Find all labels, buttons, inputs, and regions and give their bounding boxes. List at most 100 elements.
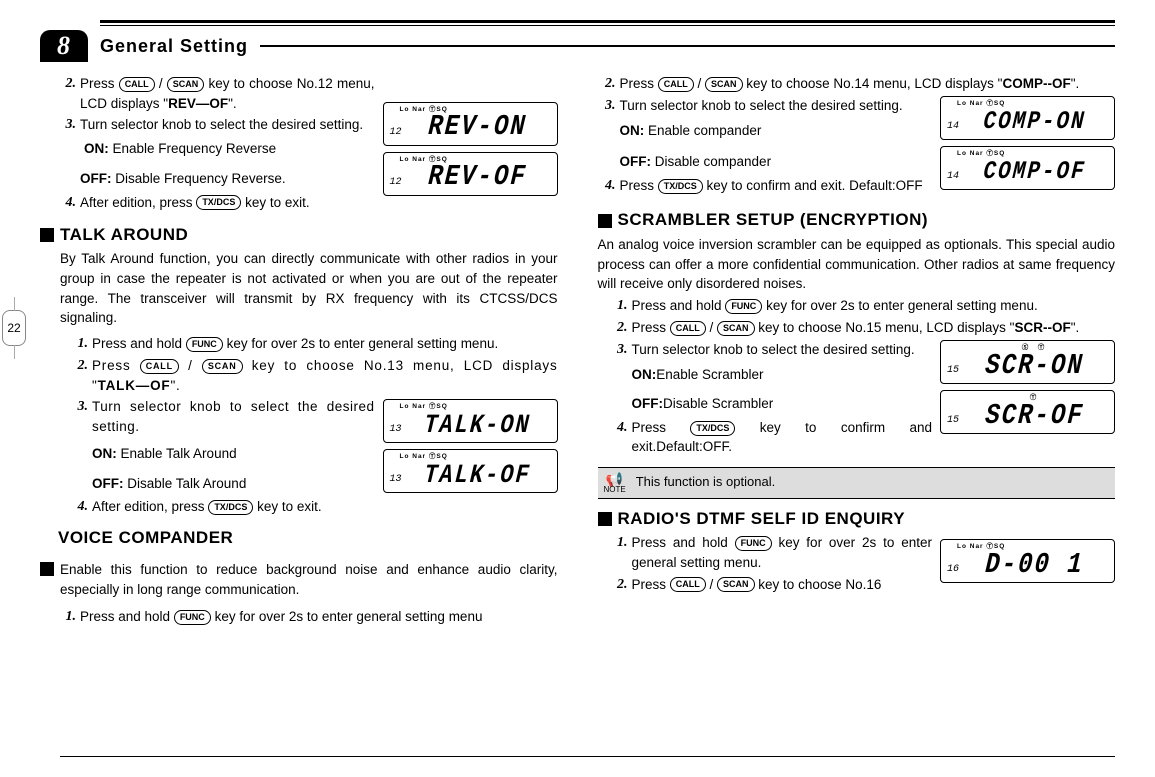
step-text: Press and hold FUNC key for over 2s to e… (92, 334, 558, 354)
txdcs-key: TX/DCS (658, 179, 703, 194)
step-text: After edition, press TX/DCS key to exit. (80, 193, 375, 213)
lcd-menu-num: 14 (945, 170, 959, 189)
txdcs-key: TX/DCS (208, 500, 253, 515)
scrambler-heading: SCRAMBLER SETUP (ENCRYPTION) (598, 208, 1116, 233)
right-column: 2. Press CALL / SCAN key to choose No.14… (598, 72, 1116, 630)
step-number: 4. (70, 497, 92, 517)
voice-desc-row: Enable this function to reduce backgroun… (40, 560, 558, 599)
step-text: Press and hold FUNC key for over 2s to e… (80, 607, 558, 627)
lcd-menu-num: 14 (945, 120, 959, 139)
lcd-comp-on: Lo Nar ⓉSQ 14 COMP-ON (940, 96, 1115, 140)
scan-key: SCAN (705, 77, 743, 92)
step-number: 2. (70, 356, 92, 395)
bottom-rule (60, 756, 1115, 757)
lcd-menu-num: 13 (388, 473, 402, 492)
txdcs-key: TX/DCS (196, 195, 241, 210)
step-number: 3. (70, 397, 92, 436)
lcd-scr-off: Ⓣ 15 SCR-OF (940, 390, 1115, 434)
step-number: 1. (610, 533, 632, 572)
step-number: 3. (610, 340, 632, 360)
lcd-rev-off: Lo Nar ⓉSQ 12 REV-OF (383, 152, 558, 196)
lcd-menu-num: 13 (388, 423, 402, 442)
lcd-dtmf: Lo Nar ⓉSQ 16 D-00 1 (940, 539, 1115, 583)
lcd-talk-off: Lo Nar ⓉSQ 13 TALK-OF (383, 449, 558, 493)
step-number: 1. (70, 334, 92, 354)
step-text: Turn selector knob to select the desired… (632, 340, 933, 360)
header-line (260, 45, 1115, 47)
step-text: Turn selector knob to select the desired… (620, 96, 933, 116)
lcd-text: REV-OF (400, 162, 553, 196)
lcd-text: TALK-ON (400, 409, 553, 443)
step-number: 3. (58, 115, 80, 135)
left-column: Lo Nar ⓉSQ 12 REV-ON Lo Nar ⓉSQ 12 REV-O… (40, 72, 558, 630)
scr-lcd-stack: Ⓢ Ⓣ 15 SCR-ON Ⓣ 15 SCR-OF (940, 340, 1115, 440)
func-key: FUNC (725, 299, 762, 314)
talk-lcd-stack: Lo Nar ⓉSQ 13 TALK-ON Lo Nar ⓉSQ 13 TALK… (383, 399, 558, 499)
section-title: RADIO'S DTMF SELF ID ENQUIRY (618, 507, 906, 532)
step-text: Press CALL / SCAN key to choose No.13 me… (92, 356, 558, 395)
lcd-text: SCR-ON (958, 350, 1111, 384)
lcd-menu-num: 15 (945, 364, 959, 383)
talk-around-desc: By Talk Around function, you can directl… (60, 249, 558, 327)
dtmf-block: Lo Nar ⓉSQ 16 D-00 1 1. Press and hold F… (598, 533, 1116, 596)
scan-key: SCAN (717, 577, 755, 592)
note-box: 📢 NOTE This function is optional. (598, 467, 1116, 499)
lcd-text: TALK-OF (400, 459, 553, 493)
scan-key: SCAN (167, 77, 205, 92)
step-number: 1. (610, 296, 632, 316)
comp-lcd-stack: Lo Nar ⓉSQ 14 COMP-ON Lo Nar ⓉSQ 14 COMP… (940, 96, 1115, 196)
step-text: Press and hold FUNC key for over 2s to e… (632, 533, 933, 572)
top-rule (100, 20, 1115, 26)
func-key: FUNC (174, 610, 211, 625)
talk-around-heading: TALK AROUND (40, 223, 558, 248)
dtmf-lcd-stack: Lo Nar ⓉSQ 16 D-00 1 (940, 539, 1115, 589)
step-text: Press and hold FUNC key for over 2s to e… (632, 296, 1116, 316)
lcd-rev-on: Lo Nar ⓉSQ 12 REV-ON (383, 102, 558, 146)
chapter-number: 8 (40, 30, 88, 62)
call-key: CALL (119, 77, 155, 92)
section-title: SCRAMBLER SETUP (ENCRYPTION) (618, 208, 929, 233)
talk-lcd-block: Lo Nar ⓉSQ 13 TALK-ON Lo Nar ⓉSQ 13 TALK… (40, 397, 558, 520)
section-marker (40, 228, 54, 242)
lcd-talk-on: Lo Nar ⓉSQ 13 TALK-ON (383, 399, 558, 443)
note-text: This function is optional. (636, 473, 775, 492)
lcd-menu-num: 12 (388, 126, 402, 145)
section-marker (598, 214, 612, 228)
step-text: Press TX/DCS key to confirm and exit.Def… (632, 418, 933, 457)
func-key: FUNC (735, 536, 772, 551)
lcd-text: REV-ON (400, 112, 553, 146)
call-key: CALL (670, 577, 706, 592)
lcd-menu-num: 15 (945, 414, 959, 433)
voice-desc: Enable this function to reduce backgroun… (60, 560, 558, 599)
step-text: Press CALL / SCAN key to choose No.15 me… (632, 318, 1116, 338)
comp-block: 2. Press CALL / SCAN key to choose No.14… (598, 74, 1116, 200)
step-text: Press CALL / SCAN key to choose No.16 (632, 575, 933, 595)
step-number: 2. (610, 575, 632, 595)
manual-page: 8 General Setting 22 Lo Nar ⓉSQ 12 REV-O… (0, 0, 1155, 777)
txdcs-key: TX/DCS (690, 421, 735, 436)
step-number: 1. (58, 607, 80, 627)
step-text: Press CALL / SCAN key to choose No.12 me… (80, 74, 375, 113)
scrambler-desc: An analog voice inversion scrambler can … (598, 235, 1116, 294)
dtmf-heading: RADIO'S DTMF SELF ID ENQUIRY (598, 507, 1116, 532)
lcd-menu-num: 16 (945, 563, 959, 582)
note-icon: 📢 NOTE (604, 472, 626, 494)
call-key: CALL (658, 77, 694, 92)
func-key: FUNC (186, 337, 223, 352)
page-number-tab: 22 (2, 310, 26, 346)
step-number: 3. (598, 96, 620, 116)
voice-compander-title: VOICE COMPANDER (58, 526, 558, 551)
lcd-comp-off: Lo Nar ⓉSQ 14 COMP-OF (940, 146, 1115, 190)
rev-lcd-stack: Lo Nar ⓉSQ 12 REV-ON Lo Nar ⓉSQ 12 REV-O… (383, 102, 558, 202)
scan-key: SCAN (717, 321, 755, 336)
scan-key: SCAN (202, 359, 243, 374)
step-text: Turn selector knob to select the desired… (92, 397, 375, 436)
section-title: TALK AROUND (60, 223, 188, 248)
section-marker (598, 512, 612, 526)
lcd-menu-num: 12 (388, 176, 402, 195)
step-number: 4. (598, 176, 620, 196)
chapter-header: 8 General Setting (40, 30, 1115, 62)
section-marker (40, 562, 54, 576)
lcd-scr-on: Ⓢ Ⓣ 15 SCR-ON (940, 340, 1115, 384)
step-text: Turn selector knob to select the desired… (80, 115, 375, 135)
